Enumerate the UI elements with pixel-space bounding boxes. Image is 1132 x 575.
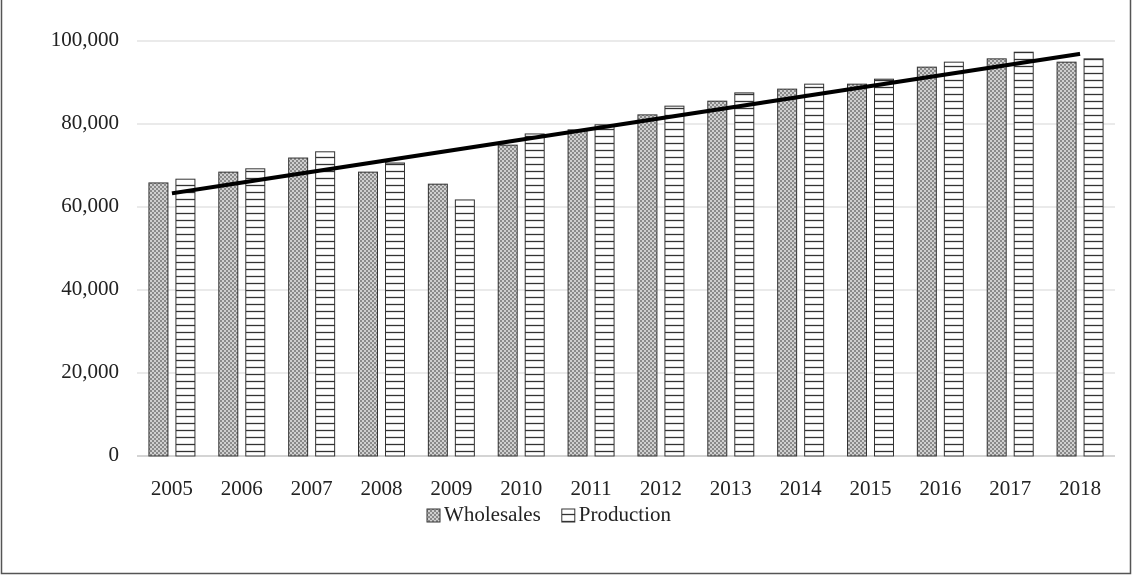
bar — [288, 157, 309, 457]
bar — [874, 78, 894, 457]
x-tick-label: 2006 — [221, 476, 263, 500]
bar — [986, 58, 1007, 457]
bar — [1056, 61, 1077, 457]
bar — [218, 171, 239, 457]
y-tick-label: 20,000 — [61, 359, 119, 383]
x-tick-label: 2012 — [640, 476, 682, 500]
trendline — [171, 51, 1081, 196]
x-tick-label: 2017 — [989, 476, 1031, 500]
x-tick-label: 2015 — [850, 476, 892, 500]
bar — [916, 66, 937, 457]
bar — [734, 92, 755, 457]
x-tick-label: 2018 — [1059, 476, 1101, 500]
bar — [175, 178, 196, 457]
y-tick-label: 40,000 — [61, 276, 119, 300]
bar — [1013, 51, 1034, 457]
bar — [664, 105, 685, 457]
x-tick-label: 2005 — [151, 476, 193, 500]
bar — [148, 182, 169, 457]
bar — [847, 83, 867, 457]
x-tick-label: 2011 — [570, 476, 611, 500]
bar — [454, 199, 475, 457]
legend-label: Wholesales — [444, 502, 541, 526]
bar — [245, 168, 266, 457]
legend-swatch — [561, 508, 576, 523]
bar — [1083, 58, 1104, 457]
legend-label: Production — [579, 502, 672, 526]
bar — [637, 114, 658, 457]
bar — [385, 162, 405, 457]
bar — [567, 129, 588, 457]
y-tick-label: 60,000 — [61, 193, 119, 217]
legend-swatch — [426, 508, 441, 523]
x-tick-label: 2010 — [500, 476, 542, 500]
bar — [358, 171, 378, 457]
x-tick-label: 2008 — [361, 476, 403, 500]
bar — [707, 100, 728, 457]
bar — [427, 183, 448, 457]
bar — [594, 124, 615, 457]
y-tick-label: 0 — [109, 442, 120, 466]
x-tick-label: 2009 — [430, 476, 472, 500]
bar — [777, 88, 798, 457]
bar — [943, 61, 964, 457]
y-tick-label: 80,000 — [61, 110, 119, 134]
y-tick-label: 100,000 — [51, 27, 119, 51]
x-tick-label: 2013 — [710, 476, 752, 500]
bar — [315, 151, 336, 457]
bar — [497, 144, 518, 457]
x-tick-label: 2007 — [291, 476, 333, 500]
x-tick-label: 2014 — [780, 476, 823, 500]
bar — [804, 83, 825, 457]
x-tick-label: 2016 — [919, 476, 961, 500]
bar — [524, 133, 545, 457]
